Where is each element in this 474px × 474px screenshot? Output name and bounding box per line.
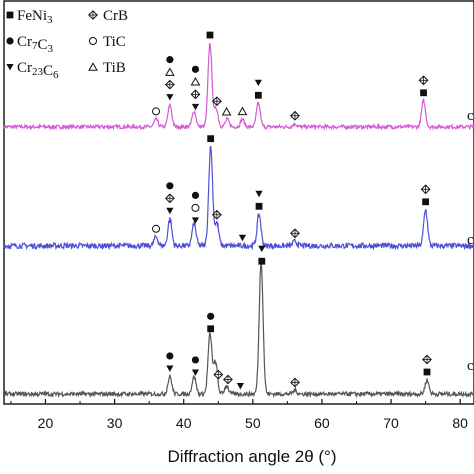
phase-marker-filled-circle	[191, 191, 200, 199]
legend-label: TiC	[103, 34, 126, 50]
legend-label: CrB	[103, 8, 128, 24]
x-tick-label: 30	[107, 415, 123, 431]
x-axis-ticks: 20 30 40 50 60 70 80	[10, 399, 468, 431]
legend-marker-open-circle	[89, 37, 97, 45]
phase-marker-open-circle	[152, 107, 161, 116]
phase-marker-filled-circle	[166, 56, 174, 64]
series-label-1: co	[467, 108, 474, 124]
legend: FeNi3 CrB Cr7C3 TiC Cr23C6 TiB	[6, 8, 128, 81]
phase-marker-filled-circle	[191, 65, 200, 73]
legend-marker-filled-circle	[6, 37, 14, 45]
phase-marker-filled-triangle-down	[255, 190, 263, 198]
x-tick-label: 70	[383, 415, 399, 431]
phase-marker-open-circle	[191, 203, 200, 212]
phase-marker-diamond-cross	[190, 89, 201, 100]
legend-marker-filled-square	[6, 11, 14, 19]
phase-marker-filled-triangle-down	[191, 103, 200, 111]
phase-marker-diamond-cross	[422, 354, 432, 365]
legend-item: TiB	[88, 60, 126, 76]
legend-marker-filled-triangle-down	[6, 64, 14, 71]
xrd-pattern-line-1	[3, 42, 474, 131]
series-label-3: co	[467, 358, 474, 374]
phase-marker-filled-triangle-down	[191, 369, 200, 376]
legend-marker-diamond-cross	[88, 10, 98, 20]
phase-marker-filled-square	[420, 89, 427, 97]
phase-marker-diamond-cross	[290, 377, 300, 388]
marker-layer	[152, 31, 432, 390]
phase-marker-filled-square	[254, 91, 262, 99]
phase-marker-filled-triangle-down	[258, 245, 266, 253]
legend-label: FeNi3	[17, 8, 53, 26]
series-label-2: co	[467, 232, 474, 248]
phase-marker-filled-triangle-down	[166, 365, 174, 372]
phase-marker-filled-square	[255, 202, 263, 210]
phase-marker-filled-square	[423, 368, 431, 376]
phase-marker-diamond-cross	[290, 228, 300, 239]
phase-marker-filled-triangle-down	[166, 94, 174, 101]
phase-marker-open-triangle	[165, 67, 175, 76]
phase-marker-filled-triangle-down	[166, 207, 174, 215]
legend-item: Cr7C3	[6, 34, 54, 55]
phase-marker-filled-circle	[207, 312, 215, 320]
x-tick-label: 20	[38, 415, 54, 431]
phase-marker-diamond-cross	[420, 184, 431, 195]
legend-item: CrB	[88, 8, 128, 24]
phase-marker-filled-square	[207, 135, 215, 143]
phase-marker-diamond-cross	[213, 369, 224, 380]
phase-marker-filled-circle	[166, 352, 174, 360]
phase-marker-filled-square	[206, 31, 214, 39]
legend-label: Cr23C6	[17, 60, 59, 81]
plot-frame	[3, 0, 474, 405]
phase-marker-diamond-cross	[418, 75, 429, 86]
phase-marker-diamond-cross	[211, 209, 222, 220]
x-axis-label: Diffraction angle 2θ (°)	[167, 447, 336, 466]
phase-marker-open-triangle	[237, 106, 248, 116]
phase-marker-open-triangle	[221, 107, 232, 116]
phase-marker-filled-square	[207, 325, 215, 333]
phase-marker-open-circle	[152, 224, 161, 233]
legend-item: FeNi3	[6, 8, 53, 26]
phase-marker-diamond-cross	[164, 79, 175, 90]
phase-marker-filled-triangle-down	[191, 217, 200, 224]
x-tick-label: 80	[452, 415, 468, 431]
legend-label: TiB	[103, 60, 126, 76]
legend-label: Cr7C3	[17, 34, 54, 55]
x-tick-label: 40	[176, 415, 192, 431]
phase-marker-diamond-cross	[211, 96, 222, 107]
phase-marker-diamond-cross	[164, 193, 175, 204]
phase-marker-filled-circle	[191, 356, 200, 364]
phase-marker-filled-square	[422, 198, 430, 206]
x-tick-label: 60	[314, 415, 330, 431]
legend-item: Cr23C6	[6, 60, 59, 81]
phase-marker-filled-triangle-down	[254, 79, 262, 87]
xrd-pattern-line-3	[3, 262, 474, 399]
xrd-pattern-line-2	[3, 145, 474, 251]
phase-marker-filled-circle	[166, 182, 174, 190]
phase-marker-filled-triangle-down	[238, 234, 247, 242]
phase-marker-filled-square	[258, 257, 266, 265]
phase-marker-diamond-cross	[223, 374, 233, 385]
legend-item: TiC	[89, 34, 126, 50]
x-tick-label: 50	[245, 415, 261, 431]
series-layer: co co co	[3, 42, 474, 399]
phase-marker-filled-triangle-down	[236, 383, 244, 390]
phase-marker-open-triangle	[190, 77, 201, 86]
phase-marker-diamond-cross	[290, 110, 300, 121]
legend-marker-open-triangle	[88, 62, 98, 71]
